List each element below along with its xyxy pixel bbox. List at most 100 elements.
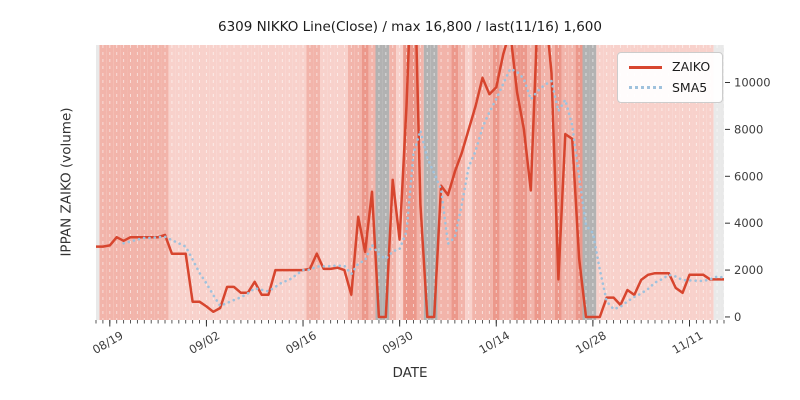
- legend: ZAIKO SMA5: [617, 52, 724, 103]
- x-tick-label: 09/30: [380, 328, 416, 357]
- day-band: [603, 45, 611, 320]
- day-band: [644, 45, 652, 320]
- day-band: [140, 45, 148, 320]
- day-band: [630, 45, 638, 320]
- day-band: [582, 45, 590, 320]
- day-band: [617, 45, 624, 320]
- day-band: [672, 45, 680, 320]
- day-band: [568, 45, 576, 320]
- day-band: [285, 45, 293, 320]
- day-band: [444, 45, 452, 320]
- day-band: [313, 45, 321, 320]
- day-band: [637, 45, 645, 320]
- day-band: [99, 45, 107, 320]
- day-band: [106, 45, 114, 320]
- legend-label-sma5: SMA5: [672, 79, 708, 95]
- legend-item-zaiko: ZAIKO: [629, 59, 711, 74]
- day-band: [133, 45, 141, 320]
- day-band: [706, 45, 714, 320]
- zaiko-line: [96, 45, 724, 319]
- day-band: [230, 45, 238, 320]
- day-band: [154, 45, 162, 320]
- day-band: [396, 45, 404, 320]
- x-tick-label: 11/11: [670, 328, 706, 357]
- y-tick-label: 4000: [734, 216, 763, 230]
- day-band: [168, 45, 176, 320]
- day-band: [410, 45, 417, 320]
- y-tick-label: 0: [734, 310, 741, 324]
- day-band: [534, 45, 542, 320]
- day-band: [161, 45, 169, 320]
- y-tick-label: 6000: [734, 169, 763, 183]
- day-band: [299, 45, 307, 320]
- day-band: [334, 45, 341, 320]
- x-tick-label: 10/14: [476, 328, 512, 357]
- day-band: [472, 45, 480, 320]
- day-band: [513, 45, 521, 320]
- day-band: [306, 45, 314, 320]
- day-band: [485, 45, 493, 320]
- day-band: [113, 45, 121, 320]
- day-band: [361, 45, 369, 320]
- day-band: [216, 45, 224, 320]
- day-band: [382, 45, 390, 320]
- day-band: [189, 45, 197, 320]
- day-band: [623, 45, 631, 320]
- day-band: [251, 45, 259, 320]
- day-band: [465, 45, 473, 320]
- day-band: [492, 45, 500, 320]
- x-minor-ticks: [95, 320, 725, 324]
- day-band: [347, 45, 355, 320]
- x-tick-label: 09/02: [187, 328, 223, 357]
- day-band: [320, 45, 328, 320]
- day-band: [561, 45, 569, 320]
- day-band: [271, 45, 279, 320]
- day-band: [596, 45, 604, 320]
- x-tick-label: 09/16: [283, 328, 319, 357]
- day-band: [506, 45, 514, 320]
- day-band: [541, 45, 549, 320]
- x-tick-label: 08/19: [90, 328, 126, 357]
- x-axis-label: DATE: [392, 365, 428, 381]
- day-band: [244, 45, 252, 320]
- legend-item-sma5: SMA5: [629, 79, 710, 95]
- day-band: [451, 45, 459, 320]
- day-band: [237, 45, 245, 320]
- day-band: [223, 45, 231, 320]
- day-band: [278, 45, 286, 320]
- day-band: [340, 45, 348, 320]
- day-band: [610, 45, 618, 320]
- day-band: [403, 45, 410, 320]
- day-band: [147, 45, 155, 320]
- day-band: [658, 45, 666, 320]
- day-band: [96, 45, 100, 320]
- day-band: [368, 45, 376, 320]
- legend-line-zaiko-icon: [629, 65, 662, 69]
- day-band: [127, 45, 134, 320]
- day-band: [265, 45, 272, 320]
- day-band: [686, 45, 693, 320]
- day-band: [120, 45, 128, 320]
- legend-line-sma5-icon: [629, 86, 662, 90]
- day-band: [479, 45, 486, 320]
- day-band: [589, 45, 597, 320]
- day-band: [458, 45, 466, 320]
- y-tick-label: 8000: [734, 122, 763, 136]
- day-band: [423, 45, 431, 320]
- day-band: [375, 45, 383, 320]
- y-tick-label: 10000: [734, 76, 771, 90]
- day-band: [175, 45, 183, 320]
- day-band: [692, 45, 700, 320]
- x-tick-label: 10/28: [573, 328, 609, 357]
- y-tick-label: 2000: [734, 263, 763, 277]
- day-band: [699, 45, 707, 320]
- day-band: [292, 45, 300, 320]
- day-band: [430, 45, 438, 320]
- y-ticks: 0 2000 4000 6000 8000 10000: [725, 76, 771, 324]
- day-band: [665, 45, 673, 320]
- sma5-line: [122, 67, 724, 311]
- day-band: [182, 45, 190, 320]
- legend-label-zaiko: ZAIKO: [672, 59, 711, 74]
